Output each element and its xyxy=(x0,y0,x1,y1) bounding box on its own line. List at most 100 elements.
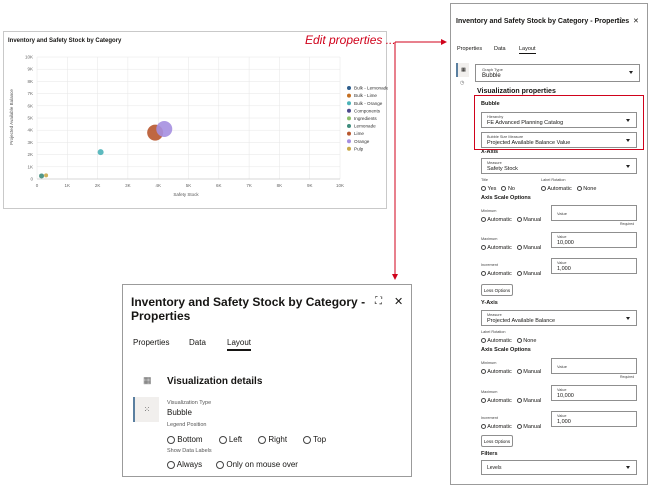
x-increment-input[interactable]: Value 1,000 xyxy=(551,258,637,274)
section-title: Visualization properties xyxy=(477,88,556,95)
legend-label[interactable]: Bulk - Lime xyxy=(354,93,377,98)
x-tick-label: 0 xyxy=(36,183,39,188)
title-no-option[interactable]: No xyxy=(501,186,515,192)
hierarchy-select[interactable]: Hierarchy FE Advanced Planning Catalog xyxy=(481,112,637,128)
y-max-input[interactable]: Value 10,000 xyxy=(551,385,637,401)
y-tick-label: 5K xyxy=(27,116,33,121)
chevron-down-icon xyxy=(626,466,630,470)
tab-data[interactable]: Data xyxy=(189,338,206,347)
bubble-lemonade[interactable] xyxy=(39,173,45,179)
y-max-label: Maximum xyxy=(481,390,498,394)
y-increment-label: Increment xyxy=(481,416,498,420)
bubble-orange[interactable] xyxy=(156,120,173,137)
y-min-automatic-option[interactable]: Automatic xyxy=(481,369,512,375)
y-min-manual-option[interactable]: Manual xyxy=(516,369,541,375)
y-max-automatic-option[interactable]: Automatic xyxy=(481,398,512,404)
close-icon[interactable]: ✕ xyxy=(633,18,639,25)
legend-left-option[interactable]: Left xyxy=(218,435,242,444)
y-inc-automatic-option[interactable]: Automatic xyxy=(481,424,512,430)
x-min-input[interactable]: Value xyxy=(551,205,637,221)
y-measure-select[interactable]: Measure Projected Available Balance xyxy=(481,310,637,326)
x-tick-label: 1K xyxy=(65,183,71,188)
x-max-manual-option[interactable]: Manual xyxy=(516,245,541,251)
bubble-type-icon: ⁙ xyxy=(143,405,151,414)
x-min-manual-option[interactable]: Manual xyxy=(516,217,541,223)
levels-select[interactable]: Levels xyxy=(481,460,637,475)
legend-bottom-option[interactable]: Bottom xyxy=(167,435,203,444)
tab-layout[interactable]: Layout xyxy=(519,46,536,54)
close-icon[interactable]: ✕ xyxy=(394,296,404,308)
tab-layout[interactable]: Layout xyxy=(227,338,252,351)
rotation-none-option[interactable]: None xyxy=(576,186,596,192)
x-max-radios: Automatic Manual xyxy=(481,245,541,251)
legend-label[interactable]: Components xyxy=(354,108,381,113)
expand-icon[interactable]: ⛶ xyxy=(375,296,382,307)
x-tick-label: 9K xyxy=(307,183,313,188)
chevron-down-icon xyxy=(626,118,630,122)
title-yes-option[interactable]: Yes xyxy=(481,186,496,192)
labels-mouse-over-option[interactable]: Only on mouse over xyxy=(216,460,298,469)
y-label-rotation-label: Label Rotation xyxy=(481,330,506,334)
y-rotation-none-option[interactable]: None xyxy=(516,338,536,344)
bubble-chart: 0 1K 2K 3K 4K 5K 6K 7K 8K 9K 10K 0 1K 2K 3K 4K 5K 6K 7K 8K 9… xyxy=(9,55,388,198)
legend-label[interactable]: Bulk - Lemonade xyxy=(354,86,388,91)
show-labels-label: Show Data Labels xyxy=(167,448,212,454)
legend-right-option[interactable]: Right xyxy=(258,435,287,444)
y-axis-scale-title: Axis Scale Options xyxy=(481,347,531,353)
tab-properties[interactable]: Properties xyxy=(133,338,170,347)
y-tick-label: 7K xyxy=(27,91,33,96)
chart-title: Inventory and Safety Stock by Category xyxy=(8,38,122,44)
chart-panel: Inventory and Safety Stock by Category 0… xyxy=(3,31,388,209)
legend-label[interactable]: Pulp xyxy=(354,146,364,151)
x-rotation-radios: Automatic None xyxy=(541,186,596,192)
x-tick-label: 6K xyxy=(216,183,222,188)
y-inc-manual-option[interactable]: Manual xyxy=(516,424,541,430)
bubble-pulp[interactable] xyxy=(44,173,49,178)
x-min-automatic-option[interactable]: Automatic xyxy=(481,217,512,223)
legend-marker xyxy=(347,101,351,106)
y-rotation-radios: Automatic None xyxy=(481,338,536,344)
legend-label[interactable]: Lime xyxy=(354,131,364,136)
y-max-manual-option[interactable]: Manual xyxy=(516,398,541,404)
x-axis-label: Safety Stock xyxy=(173,192,199,197)
legend-top-option[interactable]: Top xyxy=(303,435,326,444)
x-inc-manual-option[interactable]: Manual xyxy=(516,271,541,277)
tab-data[interactable]: Data xyxy=(494,46,506,52)
legend-marker xyxy=(347,116,351,121)
section-grid-icon: ▦ xyxy=(143,375,152,385)
chevron-down-icon xyxy=(626,316,630,320)
bubble-subsection: Bubble xyxy=(481,101,500,107)
rotation-automatic-option[interactable]: Automatic xyxy=(541,186,572,192)
legend-marker xyxy=(347,93,351,98)
title-label: Title xyxy=(481,178,489,182)
x-max-input[interactable]: Value 10,000 xyxy=(551,232,637,248)
viz-type-icon-tile[interactable]: ⁙ xyxy=(133,397,159,422)
x-inc-automatic-option[interactable]: Automatic xyxy=(481,271,512,277)
x-tick-label: 5K xyxy=(186,183,192,188)
y-less-options-button[interactable]: Less Options xyxy=(481,435,513,447)
legend-label[interactable]: Orange xyxy=(354,139,370,144)
y-max-radios: Automatic Manual xyxy=(481,398,541,404)
graph-type-icon-tile[interactable]: ▦ xyxy=(456,63,469,77)
labels-always-option[interactable]: Always xyxy=(167,460,202,469)
y-min-input[interactable]: Value xyxy=(551,358,637,374)
legend-position-radios: Bottom Left Right Top xyxy=(167,435,326,444)
x-less-options-button[interactable]: Less Options xyxy=(481,284,513,296)
x-increment-radios: Automatic Manual xyxy=(481,271,541,277)
expand-icon[interactable]: ⛶ xyxy=(617,18,622,25)
x-max-automatic-option[interactable]: Automatic xyxy=(481,245,512,251)
bubble-size-measure-select[interactable]: Bubble Size Measure Projected Available … xyxy=(481,132,637,148)
legend-label[interactable]: Bulk - Orange xyxy=(354,101,383,106)
edit-properties-callout: Edit properties ... xyxy=(305,33,396,47)
tab-properties[interactable]: Properties xyxy=(457,46,483,52)
legend-label[interactable]: Ingredients xyxy=(354,116,377,121)
filters-subsection: Filters xyxy=(481,451,498,457)
legend-label[interactable]: Lemonade xyxy=(354,124,376,129)
x-measure-select[interactable]: Measure Safety Stock xyxy=(481,158,637,174)
y-tick-label: 6K xyxy=(27,103,33,108)
bubble-bulk-orange[interactable] xyxy=(97,149,104,156)
y-increment-input[interactable]: Value 1,000 xyxy=(551,411,637,427)
y-rotation-automatic-option[interactable]: Automatic xyxy=(481,338,512,344)
graph-type-select[interactable]: Graph Type Bubble xyxy=(475,64,640,82)
